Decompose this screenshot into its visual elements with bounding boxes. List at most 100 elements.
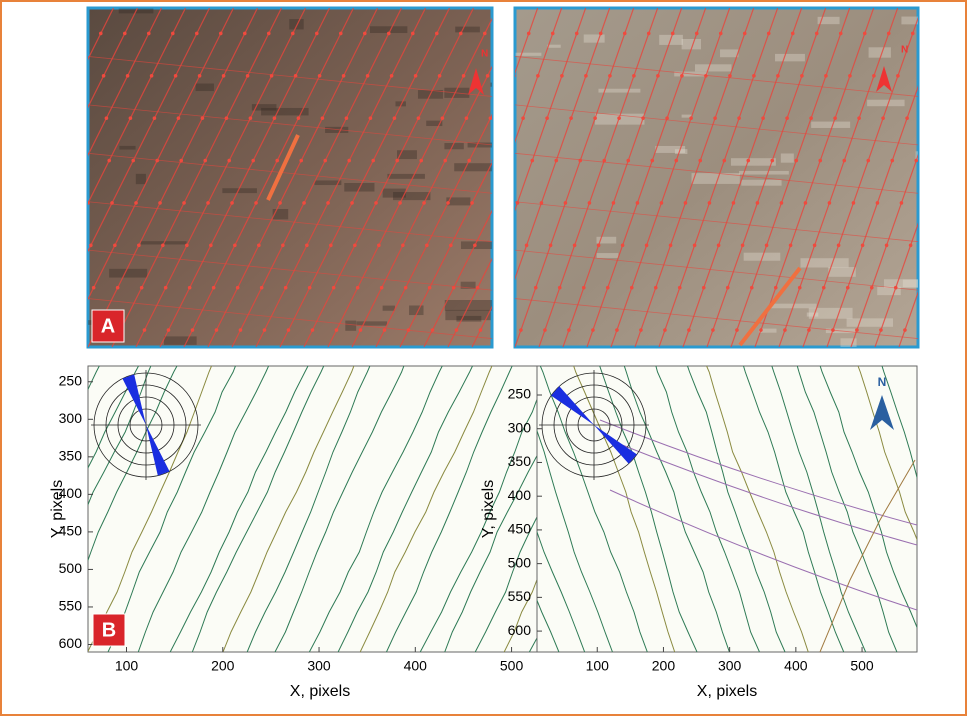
- trace-node: [331, 285, 336, 290]
- x-tick-label: 300: [718, 658, 742, 674]
- trace-node: [602, 158, 607, 163]
- trace-node: [83, 159, 87, 163]
- trace-node: [389, 74, 394, 78]
- x-tick-label: 300: [307, 658, 331, 674]
- trace-node: [146, 31, 151, 36]
- trace-node: [20, 286, 24, 290]
- trace-node: [35, 159, 39, 163]
- trace-node: [362, 31, 367, 36]
- fracture-line: [742, 366, 845, 652]
- fracture-line: [503, 543, 552, 652]
- trace-line: [399, 161, 492, 347]
- trace-node: [903, 328, 907, 332]
- trace-line: [327, 17, 492, 347]
- trace-node: [938, 159, 942, 163]
- x-tick-label: 200: [211, 658, 235, 674]
- trace-node: [163, 285, 168, 290]
- x-tick-label: 500: [500, 658, 524, 674]
- trace-node: [530, 158, 535, 163]
- y-axis-label: Y, pixels: [49, 480, 66, 538]
- trace-node: [485, 74, 490, 78]
- trace-line: [538, 8, 659, 347]
- trace-line: [159, 8, 331, 347]
- trace-node: [622, 31, 627, 36]
- trace-node: [166, 328, 171, 332]
- fracture-line: [771, 366, 867, 652]
- rock-texture: [444, 300, 492, 311]
- north-arrow: [870, 395, 894, 430]
- y-tick-label: 550: [508, 588, 532, 604]
- trace-line: [279, 8, 451, 347]
- rock-texture: [915, 151, 918, 161]
- fracture-line: [599, 366, 698, 652]
- trace-node: [142, 328, 147, 332]
- y-tick-label: 500: [508, 554, 532, 570]
- trace-node: [251, 158, 256, 163]
- y-tick-label: 350: [508, 453, 532, 469]
- trace-node: [560, 74, 564, 78]
- trace-node: [886, 31, 891, 36]
- rock-texture: [460, 241, 492, 250]
- rock-texture: [681, 114, 692, 118]
- trace-node: [470, 201, 474, 205]
- trace-node: [473, 243, 477, 248]
- rock-texture: [222, 188, 257, 194]
- trace-node: [656, 74, 660, 78]
- trace-node: [626, 158, 631, 163]
- rock-texture: [596, 236, 617, 244]
- trace-node: [659, 201, 664, 205]
- trace-line: [303, 8, 475, 347]
- trace-node: [526, 31, 531, 36]
- trace-node: [230, 201, 234, 205]
- trace-node: [254, 201, 258, 205]
- trace-node: [467, 158, 472, 163]
- trace-line: [515, 201, 918, 243]
- trace-node: [635, 201, 640, 205]
- trace-node: [137, 243, 141, 248]
- y-tick-label: 250: [508, 386, 532, 402]
- trace-node: [521, 116, 525, 120]
- trace-node: [125, 74, 130, 78]
- trace-node: [128, 116, 133, 120]
- trace-node: [377, 243, 381, 248]
- trace-node: [320, 116, 325, 120]
- trace-node: [818, 158, 823, 163]
- trace-node: [78, 74, 82, 78]
- trace-node: [242, 31, 247, 36]
- trace-node: [461, 74, 466, 78]
- trace-node: [379, 285, 384, 290]
- trace-node: [836, 243, 841, 248]
- trace-node: [310, 328, 315, 332]
- trace-line: [562, 8, 683, 347]
- x-tick-label: 100: [586, 658, 610, 674]
- trace-node: [794, 158, 799, 163]
- rock-texture: [730, 158, 776, 166]
- trace-node: [290, 31, 295, 36]
- rock-texture: [426, 120, 443, 127]
- rock-texture: [674, 149, 688, 155]
- trace-node: [749, 285, 754, 290]
- trace-node: [910, 31, 915, 36]
- trace-node: [545, 116, 549, 120]
- trace-node: [500, 286, 504, 290]
- trace-node: [413, 74, 418, 78]
- trace-node: [869, 285, 874, 290]
- trace-node: [807, 328, 811, 332]
- trace-node: [41, 244, 45, 248]
- trace-node: [766, 31, 771, 36]
- trace-node: [503, 328, 507, 332]
- trace-node: [317, 74, 322, 78]
- trace-node: [899, 201, 904, 205]
- rock-texture: [806, 312, 819, 317]
- trace-line: [874, 222, 918, 347]
- trace-node: [278, 201, 282, 205]
- fracture-line: [796, 366, 898, 652]
- trace-node: [617, 116, 621, 120]
- trace-node: [338, 31, 343, 36]
- trace-node: [91, 285, 96, 290]
- fracture-line: [706, 366, 809, 652]
- rock-texture: [345, 320, 357, 331]
- x-tick-label: 200: [652, 658, 676, 674]
